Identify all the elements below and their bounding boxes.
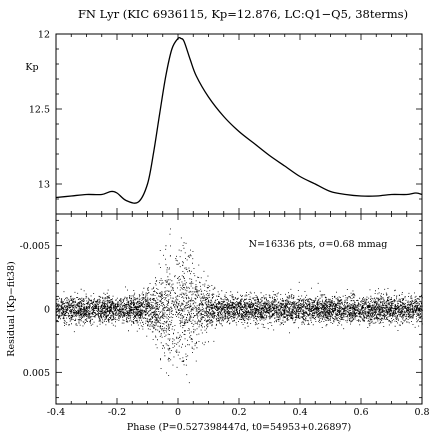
top-y-axis-label: Kp: [25, 62, 38, 73]
residual-annotation: N=16336 pts, σ=0.68 mmag: [249, 239, 388, 250]
x-tick-label: 0: [175, 407, 181, 418]
x-tick-label: 0.2: [231, 407, 246, 418]
residual-panel: -0.4 -0.2 0 0.2 0.4 0.6 0.8 -0.005 0 0.005 N=1633…: [6, 213, 430, 433]
x-tick-label: -0.4: [47, 407, 65, 418]
bottom-axis-ticks: -0.4 -0.2 0 0.2 0.4 0.6 0.8 -0.005 0 0.005: [20, 214, 430, 418]
top-y-tick-label: 13: [38, 180, 50, 191]
x-tick-label: -0.2: [108, 407, 126, 418]
x-tick-label: 0.8: [414, 407, 429, 418]
top-y-tick-label: 12: [38, 30, 50, 41]
residual-scatter-points: [56, 228, 423, 384]
x-tick-label: 0.6: [353, 407, 368, 418]
residual-points: [56, 228, 423, 384]
top-axis-ticks: 12 12.5 13: [29, 30, 423, 215]
top-y-tick-label: 12.5: [29, 105, 50, 116]
top-plot-frame: [55, 33, 423, 215]
light-curve-panel: Kp 12 12.5 13: [25, 30, 423, 215]
light-curve-line: [55, 36, 423, 204]
bottom-y-tick-label: 0: [44, 305, 50, 316]
x-axis-label: Phase (P=0.527398447d, t0=54953+0.26897): [127, 422, 351, 433]
bottom-y-tick-label: 0.005: [23, 368, 50, 379]
x-tick-label: 0.4: [292, 407, 307, 418]
bottom-y-axis-label: Residual (Kp−fit38): [6, 261, 17, 356]
chart-title: FN Lyr (KIC 6936115, Kp=12.876, LC:Q1−Q5…: [78, 7, 408, 21]
bottom-y-tick-label: -0.005: [20, 241, 50, 252]
